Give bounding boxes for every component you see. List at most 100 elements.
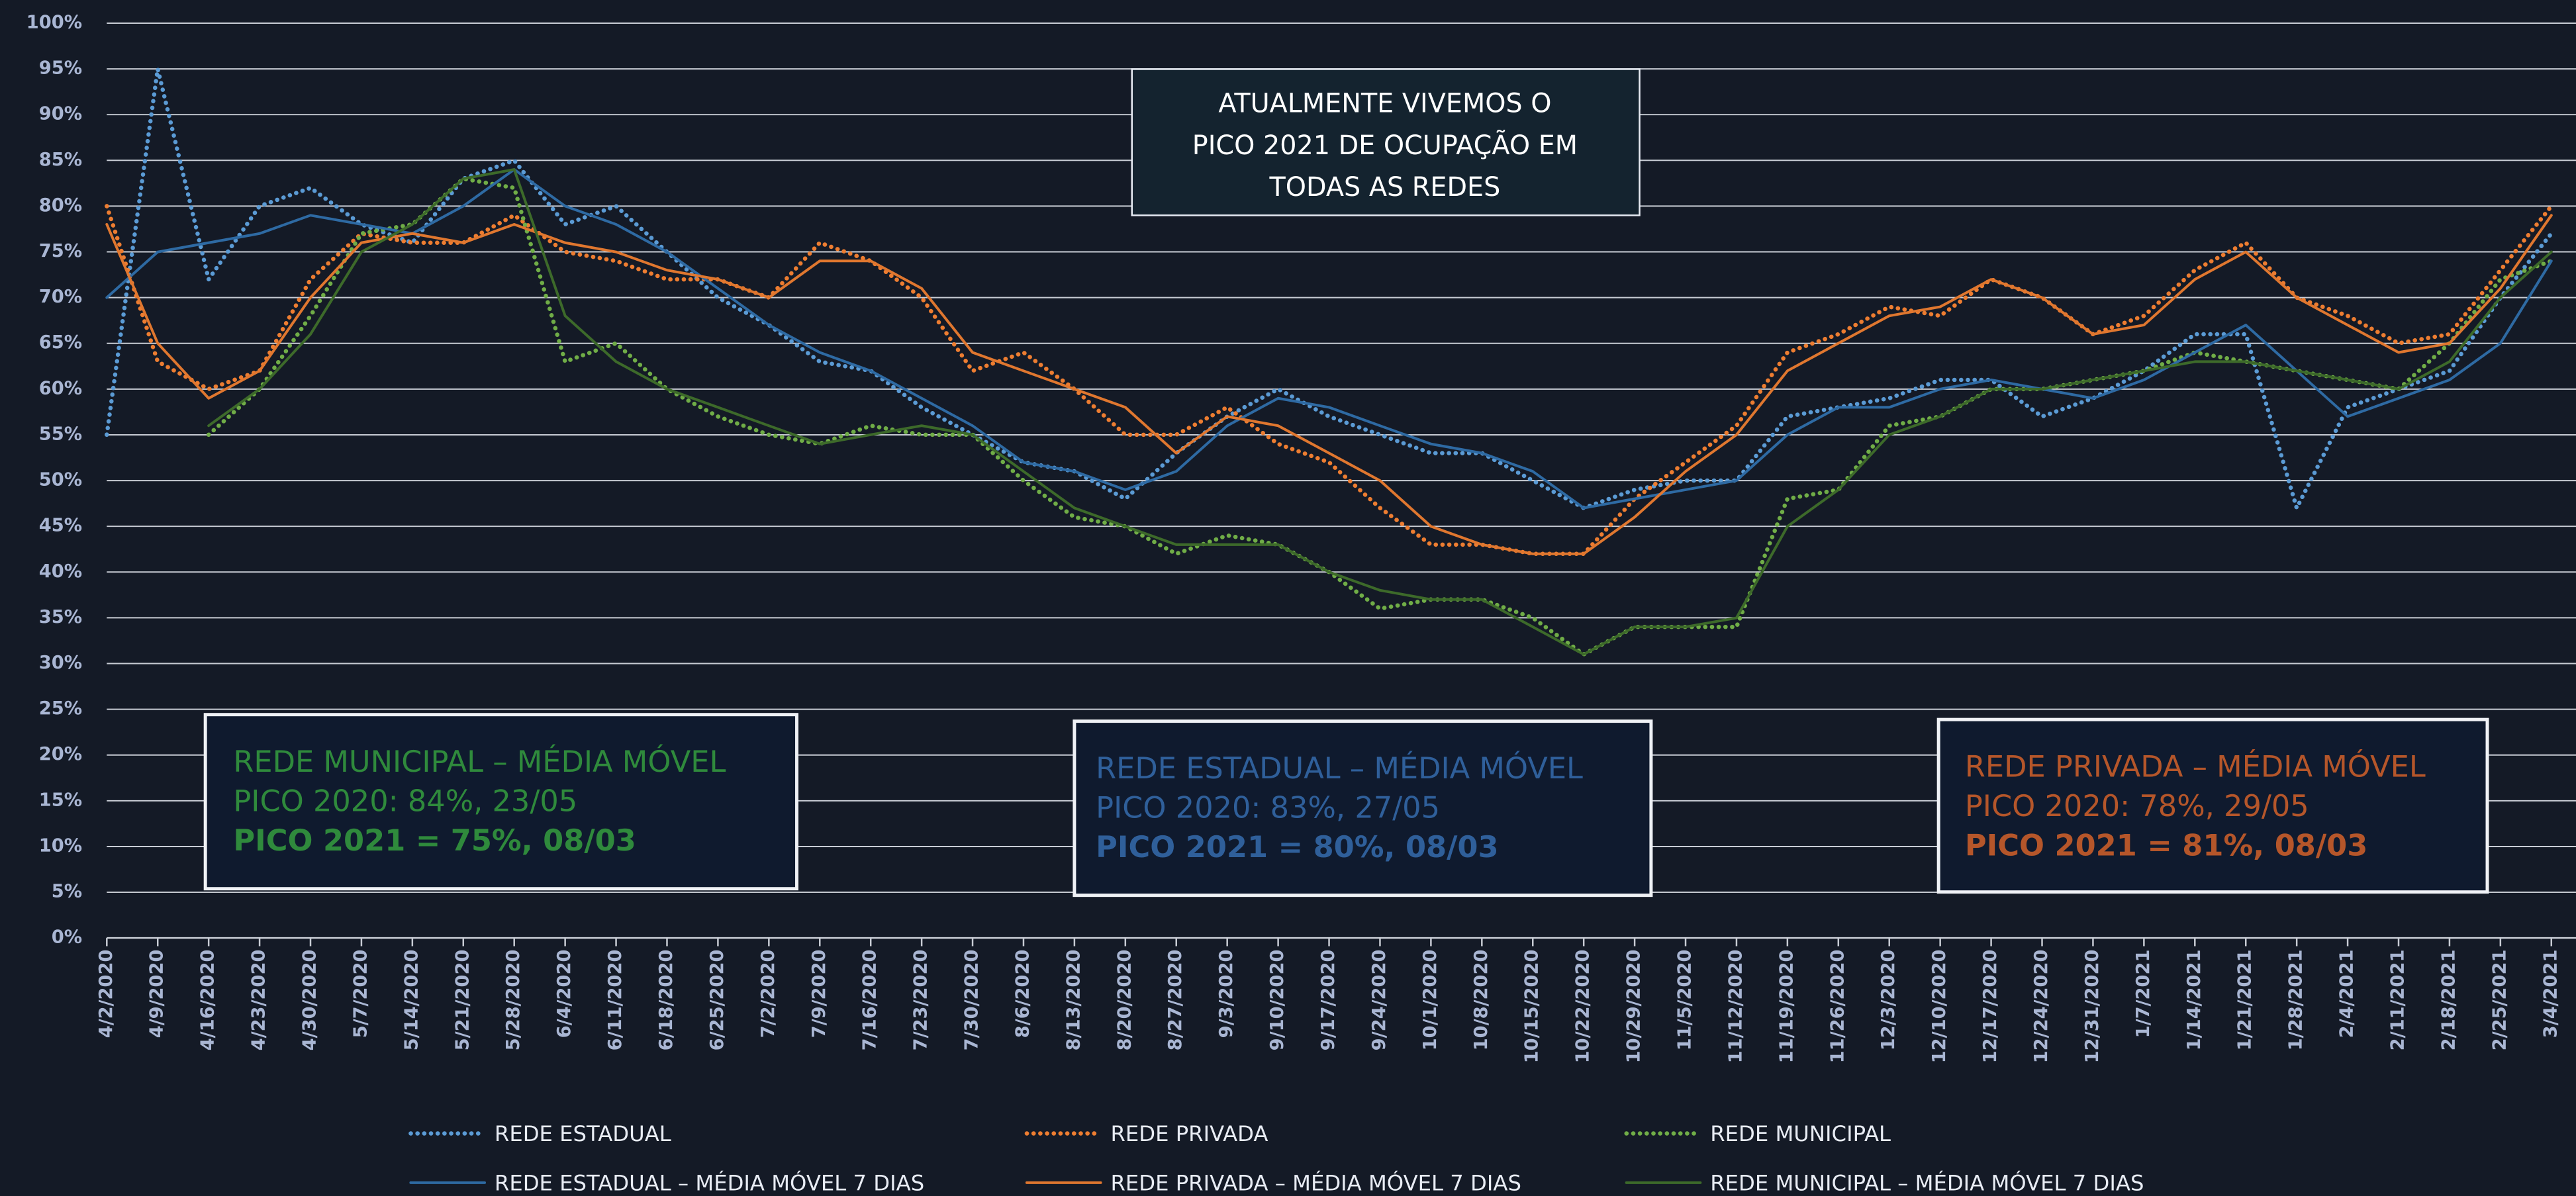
x-tick-label: 4/9/2020: [147, 950, 167, 1038]
y-tick-label: 20%: [39, 744, 82, 764]
x-tick-label: 12/10/2020: [1929, 950, 1950, 1064]
x-tick-label: 1/28/2021: [2286, 950, 2307, 1051]
annotation-text: PICO 2021 = 80%, 08/03: [1096, 830, 1498, 864]
x-tick-label: 8/13/2020: [1063, 950, 1084, 1051]
x-tick-label: 10/8/2020: [1471, 950, 1492, 1051]
series-line: [105, 66, 2554, 510]
x-tick-label: 4/2/2020: [96, 950, 117, 1038]
annotation-text: REDE PRIVADA – MÉDIA MÓVEL: [1965, 749, 2426, 784]
series-line: [206, 176, 2554, 657]
annotation-text: PICO 2021 = 75%, 08/03: [233, 823, 636, 858]
y-tick-label: 60%: [39, 378, 82, 398]
x-tick-label: 9/10/2020: [1267, 950, 1288, 1051]
annotation-text: PICO 2020: 78%, 29/05: [1965, 789, 2309, 823]
y-tick-label: 35%: [39, 607, 82, 627]
x-tick-label: 5/28/2020: [503, 950, 524, 1051]
x-tick-label: 11/5/2020: [1675, 950, 1695, 1051]
x-tick-label: 4/23/2020: [249, 950, 269, 1051]
callout-text: PICO 2021 DE OCUPAÇÃO EM: [1192, 130, 1578, 161]
x-tick-label: 5/21/2020: [452, 950, 473, 1051]
x-tick-label: 1/21/2021: [2235, 950, 2256, 1051]
x-tick-label: 8/6/2020: [1012, 950, 1033, 1038]
legend-label: REDE PRIVADA: [1110, 1121, 1268, 1146]
series-line: [105, 168, 2553, 510]
x-tick-label: 7/9/2020: [809, 950, 830, 1038]
y-tick-label: 0%: [52, 927, 82, 948]
x-tick-label: 12/3/2020: [1878, 950, 1899, 1051]
x-tick-label: 11/12/2020: [1725, 950, 1746, 1064]
x-tick-label: 5/7/2020: [350, 950, 371, 1038]
x-tick-label: 2/25/2021: [2489, 950, 2510, 1051]
series-line: [105, 214, 2553, 555]
y-tick-label: 95%: [39, 58, 82, 79]
x-tick-label: 7/2/2020: [758, 950, 779, 1038]
y-tick-label: 5%: [52, 882, 82, 902]
y-tick-label: 50%: [39, 470, 82, 490]
x-tick-label: 3/4/2021: [2540, 950, 2561, 1038]
legend-label: REDE MUNICIPAL: [1710, 1121, 1891, 1146]
y-tick-label: 90%: [39, 104, 82, 124]
x-tick-label: 12/24/2020: [2031, 950, 2052, 1064]
annotation-text: PICO 2020: 84%, 23/05: [233, 784, 577, 819]
x-tick-label: 10/29/2020: [1624, 950, 1645, 1064]
legend-label: REDE PRIVADA – MÉDIA MÓVEL 7 DIAS: [1110, 1170, 1521, 1195]
legend-label: REDE MUNICIPAL – MÉDIA MÓVEL 7 DIAS: [1710, 1170, 2144, 1195]
x-tick-label: 1/7/2021: [2133, 950, 2154, 1038]
callout-text: ATUALMENTE VIVEMOS O: [1218, 89, 1551, 119]
series-line: [207, 168, 2553, 656]
y-tick-label: 30%: [39, 653, 82, 673]
y-tick-label: 15%: [39, 790, 82, 810]
x-tick-label: 7/23/2020: [911, 950, 931, 1051]
x-tick-label: 11/19/2020: [1776, 950, 1797, 1064]
legend-label: REDE ESTADUAL – MÉDIA MÓVEL 7 DIAS: [495, 1170, 924, 1195]
x-tick-label: 6/11/2020: [605, 950, 626, 1051]
x-tick-label: 10/22/2020: [1573, 950, 1594, 1064]
annotation-box: [1073, 719, 1653, 897]
x-tick-label: 12/31/2020: [2082, 950, 2103, 1064]
y-tick-label: 40%: [39, 561, 82, 582]
y-tick-label: 25%: [39, 698, 82, 719]
y-tick-label: 10%: [39, 835, 82, 856]
callout-box: [1131, 68, 1641, 216]
series-line: [105, 204, 2554, 556]
y-tick-label: 70%: [39, 287, 82, 307]
x-tick-label: 7/30/2020: [962, 950, 982, 1051]
x-tick-label: 10/15/2020: [1522, 950, 1543, 1064]
x-tick-label: 9/3/2020: [1216, 950, 1237, 1038]
x-tick-label: 2/18/2021: [2438, 950, 2459, 1051]
x-tick-label: 1/14/2021: [2184, 950, 2205, 1051]
y-tick-label: 45%: [39, 516, 82, 536]
x-tick-label: 5/14/2020: [401, 950, 422, 1051]
y-tick-label: 85%: [39, 150, 82, 170]
x-tick-label: 9/24/2020: [1369, 950, 1390, 1051]
x-tick-label: 8/20/2020: [1114, 950, 1135, 1051]
x-tick-label: 7/16/2020: [860, 950, 881, 1051]
annotation-box: [1936, 717, 2489, 894]
annotation-text: PICO 2020: 83%, 27/05: [1096, 791, 1440, 825]
callout-text: TODAS AS REDES: [1269, 172, 1501, 203]
x-tick-label: 2/11/2021: [2387, 950, 2408, 1051]
x-tick-label: 6/18/2020: [656, 950, 677, 1051]
y-tick-label: 55%: [39, 424, 82, 444]
y-tick-label: 100%: [26, 12, 82, 32]
y-tick-label: 75%: [39, 241, 82, 261]
x-tick-label: 8/27/2020: [1165, 950, 1186, 1051]
annotation-text: REDE ESTADUAL – MÉDIA MÓVEL: [1096, 751, 1583, 786]
y-tick-label: 65%: [39, 332, 82, 353]
x-tick-label: 9/17/2020: [1318, 950, 1339, 1051]
annotation-box: [203, 713, 799, 891]
x-tick-label: 6/4/2020: [554, 950, 575, 1038]
x-tick-label: 11/26/2020: [1827, 950, 1848, 1064]
y-tick-label: 80%: [39, 195, 82, 216]
x-tick-label: 6/25/2020: [707, 950, 728, 1051]
legend-label: REDE ESTADUAL: [495, 1121, 671, 1146]
x-tick-label: 2/4/2021: [2337, 950, 2358, 1038]
x-tick-label: 4/16/2020: [198, 950, 218, 1051]
x-tick-label: 4/30/2020: [300, 950, 320, 1051]
x-tick-label: 12/17/2020: [1980, 950, 2001, 1064]
x-tick-label: 10/1/2020: [1420, 950, 1441, 1051]
annotation-text: REDE MUNICIPAL – MÉDIA MÓVEL: [233, 744, 726, 779]
annotation-text: PICO 2021 = 81%, 08/03: [1965, 829, 2367, 863]
